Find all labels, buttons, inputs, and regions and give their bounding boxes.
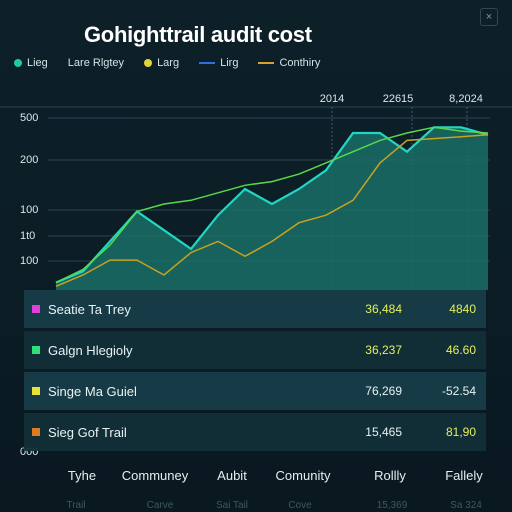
series-line-1 (55, 126, 489, 284)
legend-label-3: Lirg (220, 57, 239, 69)
legend-label-0: Lieg (27, 57, 48, 69)
series-area (56, 127, 488, 290)
x-category-label: Tyhe (67, 468, 97, 483)
row-value-1: 76,269 (365, 384, 402, 398)
table-row[interactable]: Sieg Gof Trail 15,465 81,90 (24, 413, 486, 451)
legend-item-3: Lirg (199, 57, 238, 69)
row-swatch (32, 305, 40, 313)
legend-label-1: Lare Rlgtey (67, 57, 125, 69)
table-row[interactable]: Galgn Hlegioly 36,237 46.60 (24, 331, 486, 369)
row-label: Seatie Ta Trey (48, 301, 131, 317)
series-line-2 (55, 134, 489, 287)
row-value-1: 36,484 (365, 302, 402, 316)
legend-item-2: Larg (144, 57, 179, 69)
y-tick-label: 100 (20, 255, 39, 267)
y-tick-label: 500 (20, 112, 39, 124)
table-row[interactable]: Singe Ma Guiel 76,269 -52.54 (24, 372, 486, 410)
x-category-label: Aubit (217, 468, 247, 483)
legend-swatch-4 (258, 62, 275, 64)
x-category-label: Rollly (374, 468, 406, 483)
top-label: 2014 (319, 93, 345, 105)
legend-swatch-0 (14, 59, 22, 67)
y-tick-label: 200 (20, 154, 39, 166)
legend-item-4: Conthiry (258, 57, 320, 69)
row-label: Galgn Hlegioly (48, 342, 133, 358)
row-value-2: 4840 (449, 302, 476, 316)
x-subcategory-label: Sai Tail (215, 500, 249, 511)
y-tick-label: 1t0 (20, 230, 36, 242)
row-swatch (32, 346, 40, 354)
row-value-2: -52.54 (441, 384, 476, 398)
x-subcategory-label: Cove (288, 500, 312, 511)
top-label: 22615 (382, 93, 414, 105)
row-swatch (32, 428, 40, 436)
top-label: 8,2024 (449, 93, 483, 105)
table-row[interactable]: Seatie Ta Trey 36,484 4840 (24, 290, 486, 328)
row-value-2: 46.60 (445, 343, 476, 357)
x-subcategory-label: Sa 324 (450, 500, 482, 511)
row-value-1: 15,465 (365, 425, 402, 439)
legend-label-4: Conthiry (279, 57, 321, 69)
legend-item-0: Lieg (14, 57, 48, 69)
legend-label-2: Larg (157, 57, 180, 69)
close-icon[interactable]: × (480, 8, 498, 26)
row-value-1: 36,237 (365, 343, 402, 357)
row-swatch (32, 387, 40, 395)
chart-title: Gohighttrail audit cost (84, 22, 312, 47)
legend-swatch-2 (144, 59, 153, 67)
legend-item-1: Lare Rlgtey (68, 57, 124, 69)
x-subcategory-label: Trail (66, 500, 86, 511)
row-label: Sieg Gof Trail (48, 424, 127, 440)
row-value-2: 81,90 (445, 425, 476, 439)
series-line-area (55, 126, 489, 284)
y-tick-label: 100 (20, 204, 39, 216)
x-category-label: Communey (121, 468, 189, 483)
x-category-label: Fallely (445, 468, 483, 483)
legend-swatch-3 (199, 62, 216, 64)
legend: Lieg Lare Rlgtey Larg Lirg Conthiry (14, 55, 340, 71)
row-label: Singe Ma Guiel (48, 383, 137, 399)
x-subcategory-label: Carve (146, 500, 174, 511)
x-subcategory-label: 15,369 (376, 500, 408, 511)
x-category-label: Comunity (275, 468, 331, 483)
